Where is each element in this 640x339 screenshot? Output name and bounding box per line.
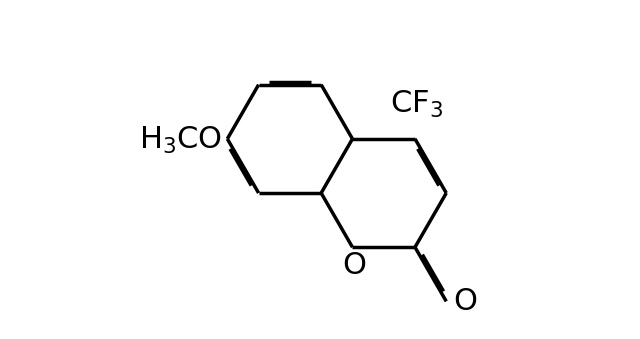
Text: H$_3$CO: H$_3$CO <box>139 125 222 156</box>
Text: CF$_3$: CF$_3$ <box>390 89 444 120</box>
Text: O: O <box>342 251 366 280</box>
Text: O: O <box>453 287 477 316</box>
